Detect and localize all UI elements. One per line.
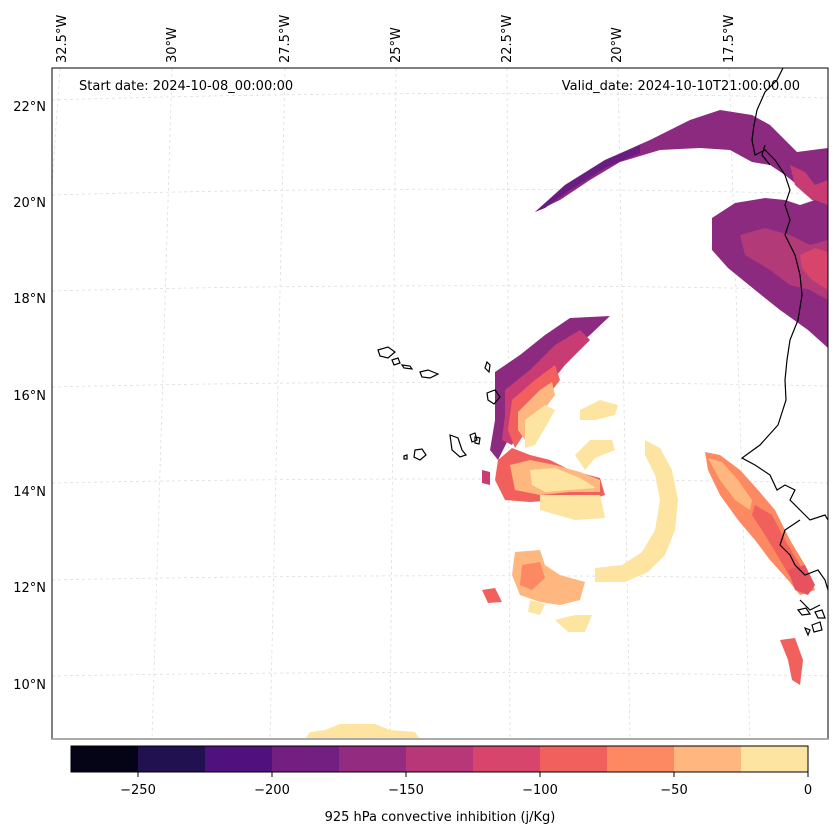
lon-label-22-5w: 22.5°W xyxy=(500,15,515,63)
colorbar: −250 −200 −150 −100 −50 0 925 hPa convec… xyxy=(70,745,812,825)
cape-verde-santiago xyxy=(449,434,468,458)
lat-label-16n: 16°N xyxy=(13,389,46,404)
lon-label-20w: 20°W xyxy=(610,27,625,63)
colorbar-segment xyxy=(674,746,742,772)
contour-coastal-inner xyxy=(740,228,828,300)
contour-bottom-band xyxy=(305,724,420,739)
contour-south-blob-core xyxy=(520,562,545,590)
map-area xyxy=(51,67,829,740)
lat-label-22n: 22°N xyxy=(13,100,46,115)
colorbar-segment xyxy=(205,746,273,772)
lat-label-20n: 20°N xyxy=(13,196,46,211)
colorbar-segment xyxy=(406,746,474,772)
colorbar-tick-labels: −250 −200 −150 −100 −50 0 xyxy=(120,783,812,798)
bissagos-islands xyxy=(796,607,826,637)
contour-storm-south-light xyxy=(530,468,596,492)
cape-verde-maio-2 xyxy=(474,436,481,445)
cape-verde-boa-vista xyxy=(486,389,501,405)
lat-label-10n: 10°N xyxy=(13,678,46,693)
lon-labels: 32.5°W 30°W 27.5°W 25°W 22.5°W 20°W 17.5… xyxy=(55,15,737,63)
contour-ring-north xyxy=(580,400,618,420)
lat-label-14n: 14°N xyxy=(13,485,46,500)
colorbar-tick-label: −200 xyxy=(254,783,290,798)
start-date: Start date: 2024-10-08_00:00:00 xyxy=(79,79,293,94)
lon-label-32-5w: 32.5°W xyxy=(55,15,70,63)
colorbar-ticks xyxy=(137,772,809,777)
colorbar-segment xyxy=(339,746,407,772)
cape-verde-sao-vicente xyxy=(391,357,401,366)
cape-verde-santo-antao xyxy=(377,346,396,359)
colorbar-tick-label: 0 xyxy=(804,783,812,798)
contour-storm-west-edge xyxy=(482,470,490,485)
cin-contours xyxy=(305,110,828,739)
coastlines xyxy=(377,67,829,637)
lon-label-30w: 30°W xyxy=(165,27,180,63)
contour-east-band-light xyxy=(708,458,752,510)
colorbar-segment xyxy=(71,746,139,772)
contour-ring-mid xyxy=(575,440,615,470)
colorbar-label: 925 hPa convective inhibition (j/Kg) xyxy=(325,810,556,825)
contour-ring-east xyxy=(595,440,678,582)
lon-label-17-5w: 17.5°W xyxy=(722,15,737,63)
contour-coastal-core xyxy=(800,248,828,290)
colorbar-tick-label: −100 xyxy=(522,783,558,798)
cape-verde-sao-nicolau xyxy=(400,364,414,370)
colorbar-tick-label: −250 xyxy=(120,783,156,798)
lon-label-25w: 25°W xyxy=(389,27,404,63)
colorbar-segment xyxy=(607,746,675,772)
cape-verde-fogo xyxy=(413,448,427,461)
cape-verde-maio xyxy=(469,432,478,443)
colorbar-tick-label: −50 xyxy=(660,783,687,798)
colorbar-segment xyxy=(540,746,608,772)
contour-south-tail xyxy=(555,615,592,632)
colorbar-segment xyxy=(741,746,809,772)
contour-east-band-core xyxy=(788,565,815,595)
colorbar-tick-label: −150 xyxy=(388,783,424,798)
lat-label-12n: 12°N xyxy=(13,581,46,596)
cape-verde-extra xyxy=(419,369,440,379)
contour-south-fleck xyxy=(528,600,545,615)
contour-storm-light xyxy=(525,405,555,448)
cape-verde-brava xyxy=(403,454,408,460)
lon-label-27-5w: 27.5°W xyxy=(278,15,293,63)
contour-north-coast xyxy=(790,165,828,205)
colorbar-frame xyxy=(70,745,809,773)
colorbar-segment xyxy=(272,746,340,772)
gridlines xyxy=(51,67,829,740)
africa-coastline xyxy=(740,67,829,611)
contour-south-dot xyxy=(482,588,502,603)
contour-storm-south-tail xyxy=(540,495,605,520)
valid-date: Valid_date: 2024-10-10T21:00:00.00 xyxy=(562,79,800,94)
colorbar-segments xyxy=(71,746,809,772)
contour-north-arc xyxy=(535,110,828,212)
contour-north-arc-edge xyxy=(535,145,640,212)
africa-coastline-2 xyxy=(761,144,771,166)
colorbar-segment xyxy=(138,746,206,772)
contour-east-tail xyxy=(780,638,803,685)
lat-label-18n: 18°N xyxy=(13,292,46,307)
lat-labels: 22°N 20°N 18°N 16°N 14°N 12°N 10°N xyxy=(13,100,46,693)
cape-verde-sal xyxy=(484,360,491,374)
colorbar-segment xyxy=(473,746,541,772)
